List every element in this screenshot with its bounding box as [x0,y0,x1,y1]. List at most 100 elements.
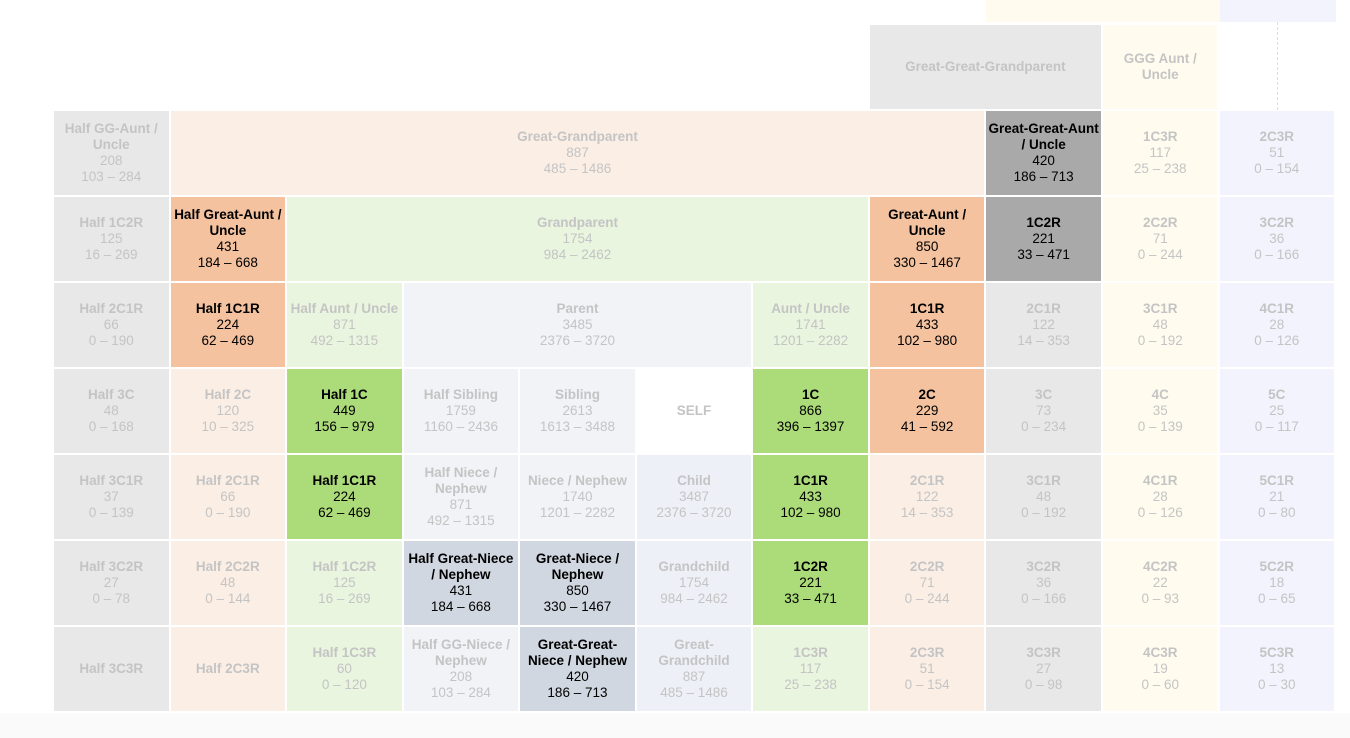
relationship-cell[interactable]: 4C2R 22 0 – 93 [1102,541,1218,626]
relationship-cell[interactable]: Half 2C2R 48 0 – 144 [170,541,286,626]
relationship-title: Great-Aunt / Uncle [888,207,967,239]
relationship-cell[interactable]: 5C2R 18 0 – 65 [1219,541,1335,626]
relationship-cell[interactable]: 2C1R 122 14 – 353 [986,283,1101,368]
relationship-title: Half 1C [321,387,368,403]
relationship-cell[interactable]: Half 2C 120 10 – 325 [170,369,286,454]
relationship-title: Child [677,473,711,489]
relationship-title: 1C3R [1142,129,1178,145]
relationship-cell[interactable]: 2C 229 41 – 592 [869,369,985,454]
relationship-title: Great-Niece / Nephew [535,551,620,583]
relationship-cell[interactable]: Half Great-Aunt / Uncle 431 184 – 668 [170,197,286,282]
average-cm: 431 [216,239,240,255]
cm-range: 0 – 154 [1254,161,1300,177]
relationship-title: Great-Great-Niece / Nephew [527,637,627,669]
relationship-cell[interactable]: Parent 3485 2376 – 3720 [403,283,752,368]
average-cm: 48 [103,403,119,419]
relationship-cell[interactable]: Half 3C1R 37 0 – 139 [54,455,169,540]
relationship-cell[interactable]: Half 3C 48 0 – 168 [54,369,169,454]
relationship-cell[interactable]: Grandchild 1754 984 – 2462 [636,541,752,626]
relationship-title: 3C2R [1259,215,1295,231]
cm-range: 492 – 1315 [427,513,495,529]
relationship-cell[interactable]: 4C1R 28 0 – 126 [1219,283,1335,368]
relationship-title: 2C1R [1026,301,1061,317]
relationship-cell[interactable]: Half 1C3R 60 0 – 120 [287,627,402,712]
relationship-cell[interactable]: Aunt / Uncle 1741 1201 – 2282 [753,283,868,368]
relationship-cell[interactable]: 2C2R 71 0 – 244 [1102,197,1218,282]
relationship-cell[interactable]: Great-Aunt / Uncle 850 330 – 1467 [869,197,985,282]
relationship-title: Half 2C2R [195,559,260,575]
cm-range: 33 – 471 [1017,247,1070,263]
cm-range: 0 – 166 [1254,247,1300,263]
relationship-cell[interactable]: Great-Niece / Nephew 850 330 – 1467 [520,541,635,626]
relationship-cell[interactable]: Half GG-Niece / Nephew 208 103 – 284 [403,627,519,712]
relationship-cell[interactable]: 3C3R 27 0 – 98 [986,627,1101,712]
relationship-cell[interactable]: 3C 73 0 – 234 [986,369,1101,454]
average-cm: 22 [1152,575,1168,591]
average-cm: 1759 [445,403,476,419]
relationship-cell[interactable]: SELF [636,369,752,454]
cm-range: 0 – 144 [205,591,251,607]
relationship-cell[interactable]: 3C2R 36 0 – 166 [986,541,1101,626]
relationship-cell[interactable]: Great-Great-Grandparent [869,25,1101,110]
relationship-title: 5C3R [1259,645,1295,661]
relationship-cell[interactable]: Child 3487 2376 – 3720 [636,455,752,540]
relationship-cell[interactable]: Half GG-Aunt / Uncle 208 103 – 284 [54,111,169,196]
relationship-cell[interactable]: Great-Great-Niece / Nephew 420 186 – 713 [520,627,635,712]
cm-range: 1201 – 2282 [539,505,615,521]
relationship-cell[interactable]: Great-Grandparent 887 485 – 1486 [170,111,985,196]
relationship-cell[interactable]: 2C3R 51 0 – 154 [1219,111,1335,196]
relationship-cell[interactable]: Half Niece / Nephew 871 492 – 1315 [403,455,519,540]
relationship-cell[interactable]: Half 2C1R 66 0 – 190 [170,455,286,540]
relationship-cell[interactable]: Half 3C3R [54,627,169,712]
relationship-cell[interactable]: 1C1R 433 102 – 980 [753,455,868,540]
relationship-title: 3C2R [1026,559,1061,575]
relationship-cell[interactable]: Half 1C2R 125 16 – 269 [287,541,402,626]
relationship-cell[interactable]: 1C3R 117 25 – 238 [753,627,868,712]
relationship-cell[interactable]: Sibling 2613 1613 – 3488 [520,369,635,454]
relationship-cell[interactable]: Half 2C1R 66 0 – 190 [54,283,169,368]
relationship-cell[interactable]: 1C3R 117 25 – 238 [1102,111,1218,196]
relationship-cell[interactable]: 4C 35 0 – 139 [1102,369,1218,454]
relationship-cell[interactable]: Great-Great-Aunt / Uncle 420 186 – 713 [986,111,1101,196]
relationship-cell[interactable]: 1C 866 396 – 1397 [753,369,868,454]
relationship-cell[interactable]: Half 1C2R 125 16 – 269 [54,197,169,282]
relationship-cell[interactable]: Half 1C1R 224 62 – 469 [170,283,286,368]
relationship-cell[interactable]: Half 3C2R 27 0 – 78 [54,541,169,626]
relationship-cell[interactable]: 1C2R 221 33 – 471 [986,197,1101,282]
relationship-cell[interactable]: Great-Grandchild 887 485 – 1486 [636,627,752,712]
relationship-cell[interactable]: Half 2C3R [170,627,286,712]
cm-range: 33 – 471 [784,591,837,607]
relationship-cell[interactable]: 5C3R 13 0 – 30 [1219,627,1335,712]
relationship-cell[interactable]: Half Aunt / Uncle 871 492 – 1315 [287,283,402,368]
relationship-cell[interactable]: 4C3R 19 0 – 60 [1102,627,1218,712]
relationship-cell[interactable]: 3C1R 48 0 – 192 [1102,283,1218,368]
relationship-title: 3C [1035,387,1053,403]
relationship-cell[interactable]: 2C1R 122 14 – 353 [869,455,985,540]
relationship-cell[interactable]: 4C1R 28 0 – 126 [1102,455,1218,540]
average-cm: 229 [915,403,939,419]
average-cm: 3487 [679,489,710,505]
cm-range: 0 – 117 [1254,419,1299,435]
average-cm: 66 [220,489,236,505]
relationship-title: 5C1R [1259,473,1295,489]
relationship-cell[interactable]: 1C1R 433 102 – 980 [869,283,985,368]
relationship-cell[interactable]: Half 1C 449 156 – 979 [287,369,402,454]
relationship-cell[interactable]: 1C2R 221 33 – 471 [753,541,868,626]
relationship-cell[interactable]: 3C2R 36 0 – 166 [1219,197,1335,282]
relationship-cell[interactable]: Half Sibling 1759 1160 – 2436 [403,369,519,454]
relationship-cell[interactable]: 5C1R 21 0 – 80 [1219,455,1335,540]
relationship-cell[interactable]: 3C1R 48 0 – 192 [986,455,1101,540]
relationship-title: Half Aunt / Uncle [290,301,399,317]
relationship-cell[interactable]: Grandparent 1754 984 – 2462 [287,197,868,282]
relationship-cell[interactable]: 2C2R 71 0 – 244 [869,541,985,626]
relationship-cell[interactable]: 2C3R 51 0 – 154 [869,627,985,712]
cm-range: 0 – 154 [904,677,950,693]
relationship-cell[interactable]: GGG Aunt / Uncle [1102,25,1218,110]
relationship-cell[interactable]: Half 1C1R 224 62 – 469 [287,455,402,540]
relationship-cell[interactable]: Half Great-Niece / Nephew 431 184 – 668 [403,541,519,626]
average-cm: 887 [566,145,589,161]
cm-range: 0 – 120 [321,677,367,693]
relationship-cell[interactable]: 5C 25 0 – 117 [1219,369,1335,454]
cm-range: 62 – 469 [201,333,255,349]
relationship-cell[interactable]: Niece / Nephew 1740 1201 – 2282 [520,455,635,540]
